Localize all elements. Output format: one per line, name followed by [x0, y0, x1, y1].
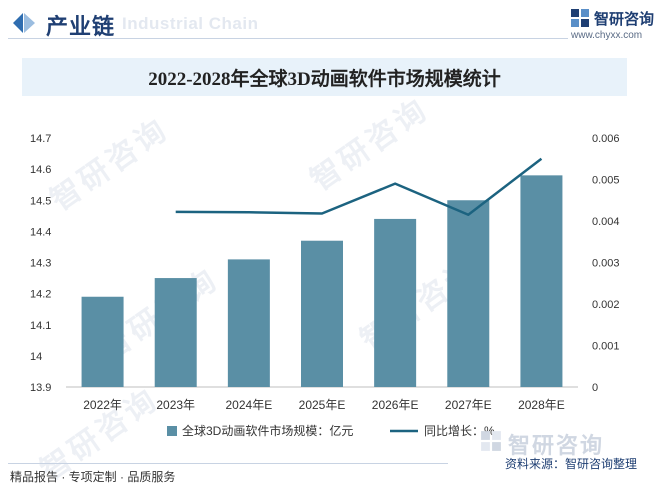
x-tick-label: 2023年: [156, 398, 195, 412]
y-right-tick-label: 0.006: [592, 133, 620, 145]
footer-brand-watermark: 智研咨询: [508, 433, 605, 458]
header-divider: [8, 38, 568, 39]
y-left-tick-label: 14.1: [30, 320, 51, 332]
legend-bar-label: 全球3D动画软件市场规模：亿元: [182, 423, 353, 438]
bar: [374, 218, 417, 387]
bar: [154, 278, 197, 387]
y-right-tick-label: 0.005: [592, 175, 620, 187]
header-watermark: Industrial Chain: [122, 14, 259, 33]
bar: [81, 296, 124, 387]
line-series: [175, 157, 543, 217]
y-right-tick-label: 0: [592, 382, 598, 394]
y-left-tick-label: 13.9: [30, 382, 51, 394]
bar: [227, 259, 270, 387]
footer-logo-icon: [481, 431, 501, 451]
x-tick-label: 2024年E: [226, 398, 273, 412]
y-left-tick-label: 14.2: [30, 289, 51, 301]
y-right-axis: 0 0.001 0.002 0.003 0.004 0.005 0.006: [592, 133, 620, 394]
legend-bar-swatch: [167, 426, 177, 436]
y-left-tick-label: 14: [30, 351, 42, 363]
footer-divider: [8, 463, 448, 464]
y-right-tick-label: 0.002: [592, 299, 620, 311]
y-right-tick-label: 0.004: [592, 216, 620, 228]
chart: 13.9 14 14.1 14.2 14.3 14.4 14.5 14.6 14.7 0 0.00…: [30, 133, 620, 438]
chart-title: 2022-2028年全球3D动画软件市场规模统计: [148, 68, 501, 90]
y-left-tick-label: 14.5: [30, 195, 51, 207]
bar-series: [81, 175, 563, 387]
bar: [520, 175, 563, 387]
y-right-tick-label: 0.001: [592, 341, 620, 353]
growth-line: [175, 157, 543, 217]
legend-line-label: 同比增长：%: [424, 424, 495, 438]
y-left-tick-label: 14.4: [30, 226, 51, 238]
legend: 全球3D动画软件市场规模：亿元 同比增长：%: [167, 423, 495, 438]
footer-source: 资料来源：智研咨询整理: [505, 457, 638, 471]
x-tick-label: 2026年E: [372, 398, 419, 412]
y-left-axis: 13.9 14 14.1 14.2 14.3 14.4 14.5 14.6 14.7: [30, 133, 51, 394]
x-tick-label: 2025年E: [299, 398, 346, 412]
chart-title-box: 2022-2028年全球3D动画软件市场规模统计: [22, 58, 627, 96]
bar: [447, 200, 490, 387]
bar: [301, 240, 343, 387]
brand-logo-icon: [571, 9, 589, 27]
header: Industrial Chain 产业链 智研咨询 www.chyxx.com: [0, 0, 656, 46]
y-right-tick-label: 0.003: [592, 258, 620, 270]
chain-icon: [13, 13, 35, 33]
x-tick-label: 2028年E: [518, 398, 565, 412]
x-tick-label: 2027年E: [445, 398, 492, 412]
y-left-tick-label: 14.3: [30, 258, 51, 270]
footer: 精品报告 · 专项定制 · 品质服务 资料来源：智研咨询整理: [0, 455, 656, 490]
y-left-tick-label: 14.6: [30, 164, 51, 176]
page-title: 产业链: [46, 14, 116, 39]
brand-url: www.chyxx.com: [571, 30, 643, 41]
x-tick-label: 2022年: [83, 398, 122, 412]
brand-name: 智研咨询: [594, 11, 655, 28]
x-axis: 2022年 2023年 2024年E 2025年E 2026年E 2027年E 2028年E: [83, 398, 565, 412]
footer-tagline: 精品报告 · 专项定制 · 品质服务: [10, 470, 176, 484]
y-left-tick-label: 14.7: [30, 133, 51, 145]
